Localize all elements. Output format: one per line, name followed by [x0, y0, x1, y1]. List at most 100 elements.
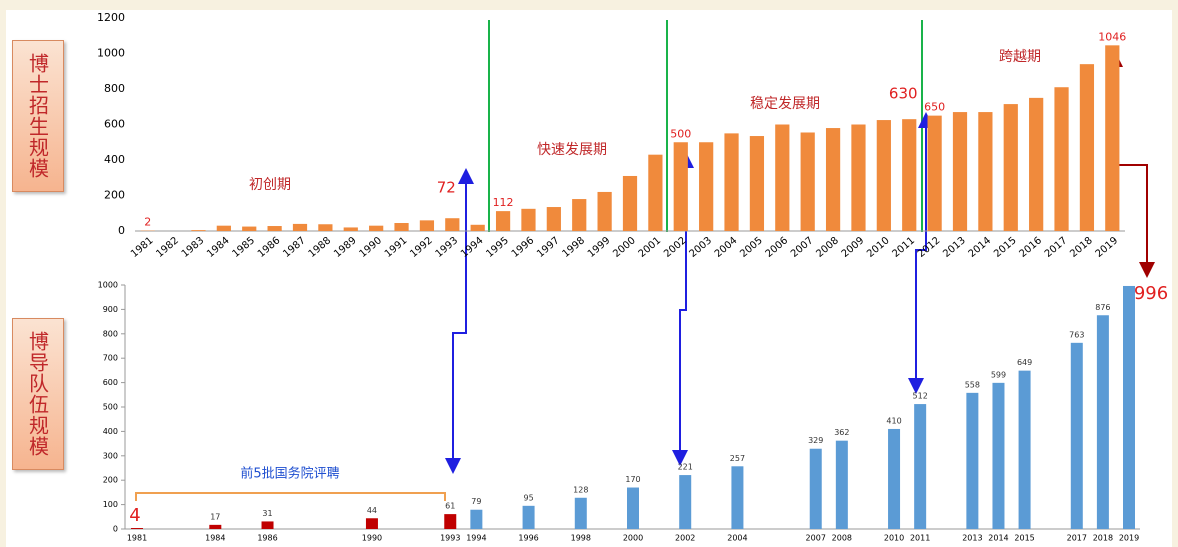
bar [267, 226, 282, 231]
value-label: 79 [471, 497, 481, 506]
x-tick-label: 2018 [1093, 534, 1113, 543]
value-label: 876 [1095, 303, 1110, 312]
arrows [445, 112, 934, 474]
bar [1070, 342, 1083, 529]
value-label: 512 [913, 392, 928, 401]
y-tick-label: 700 [103, 354, 118, 363]
value-label: 500 [670, 127, 691, 140]
bar [902, 119, 917, 231]
bar [191, 230, 206, 231]
y-tick-label: 600 [103, 378, 118, 387]
bar [419, 220, 435, 231]
bracket [135, 492, 446, 501]
x-tick-label: 1995 [484, 235, 511, 260]
bar [992, 382, 1005, 529]
x-tick-label: 1983 [180, 235, 207, 260]
x-tick-label: 2007 [806, 534, 826, 543]
bar [1018, 370, 1031, 529]
bar [927, 115, 942, 231]
bar [699, 142, 714, 231]
x-tick-label: 1996 [518, 534, 538, 543]
bar [749, 136, 765, 231]
y-tick-label: 400 [103, 427, 118, 436]
y-tick-label: 400 [104, 153, 125, 166]
phase-label: 跨越期 [999, 49, 1041, 65]
y-tick-label: 800 [104, 82, 125, 95]
value-label: 2 [144, 216, 151, 229]
value-label: 630 [889, 85, 918, 103]
phase-label: 初创期 [249, 176, 291, 193]
bar [966, 392, 979, 529]
bar [1079, 64, 1095, 232]
x-tick-label: 2019 [1094, 235, 1121, 260]
bar [343, 227, 358, 231]
bar [835, 440, 848, 529]
value-label: 599 [991, 370, 1006, 379]
bar [1105, 45, 1120, 232]
bar [888, 428, 901, 529]
y-tick-label: 900 [103, 305, 118, 314]
x-tick-label: 2014 [988, 534, 1008, 543]
bar [800, 132, 815, 231]
bar [622, 175, 638, 231]
bar [1003, 104, 1018, 231]
x-tick-label: 1990 [362, 534, 382, 543]
value-label: 72 [437, 179, 456, 197]
value-label: 650 [924, 101, 945, 114]
x-tick-label: 1994 [466, 534, 486, 543]
x-tick-label: 2015 [992, 235, 1019, 260]
x-tick-label: 1986 [257, 534, 277, 543]
x-tick-label: 2006 [764, 235, 791, 260]
bar [825, 128, 841, 231]
x-tick-label: 2014 [967, 235, 994, 260]
x-tick-label: 2002 [662, 235, 689, 260]
x-tick-label: 1999 [586, 235, 613, 260]
x-tick-label: 2007 [789, 235, 816, 260]
bar [648, 154, 663, 231]
bar [914, 404, 927, 529]
x-tick-label: 2004 [727, 534, 747, 543]
bar [470, 224, 485, 231]
x-tick-label: 2004 [713, 235, 740, 260]
bar [731, 466, 744, 529]
x-tick-label: 2011 [891, 235, 918, 260]
x-tick-label: 1993 [440, 534, 460, 543]
value-label: 112 [493, 196, 514, 209]
value-label: 1046 [1098, 30, 1126, 43]
bar [1029, 97, 1044, 231]
bracket-label: 前5批国务院评聘 [240, 466, 339, 482]
x-tick-label: 2002 [675, 534, 695, 543]
bar [444, 514, 457, 529]
y-tick-label: 800 [103, 329, 118, 338]
y-tick-label: 600 [104, 118, 125, 131]
bar [242, 226, 257, 231]
bar [679, 475, 692, 529]
arrow [1107, 51, 1155, 278]
y-tick-label: 300 [103, 451, 118, 460]
x-tick-label: 2000 [623, 534, 643, 543]
bar [521, 208, 536, 231]
phase-label: 稳定发展期 [750, 96, 820, 112]
value-label: 4 [129, 505, 140, 526]
y-tick-label: 500 [103, 403, 118, 412]
x-tick-label: 1981 [127, 534, 147, 543]
value-label: 61 [445, 502, 455, 511]
x-tick-label: 2005 [738, 235, 765, 260]
x-tick-label: 1992 [408, 235, 435, 260]
x-tick-label: 2012 [916, 235, 943, 260]
bar [495, 211, 511, 231]
x-tick-label: 1989 [332, 235, 359, 260]
x-tick-label: 1990 [357, 235, 384, 260]
bar [261, 521, 274, 529]
x-tick-label: 2009 [840, 235, 867, 260]
value-label: 558 [965, 380, 980, 389]
x-tick-label: 2011 [910, 534, 930, 543]
side-label: 博导队伍规模 [12, 318, 64, 470]
bar [209, 524, 222, 529]
x-tick-label: 1988 [307, 235, 334, 260]
bar [673, 142, 688, 231]
value-label: 31 [262, 509, 272, 518]
x-tick-label: 2008 [814, 235, 841, 260]
value-label: 221 [678, 463, 693, 472]
